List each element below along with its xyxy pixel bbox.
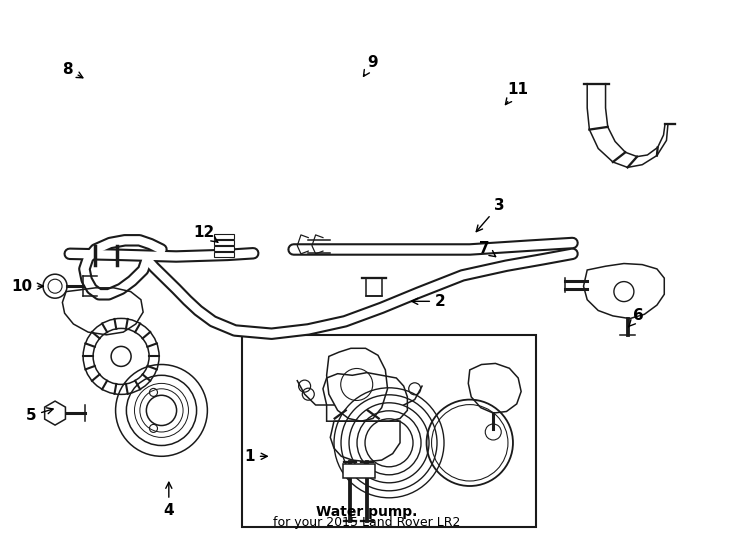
- Text: 8: 8: [62, 62, 83, 78]
- Bar: [214, 252, 234, 256]
- Text: 10: 10: [12, 279, 43, 294]
- Text: 11: 11: [506, 82, 528, 105]
- Text: Water pump.: Water pump.: [316, 505, 418, 519]
- Bar: [214, 240, 234, 245]
- Text: 4: 4: [164, 482, 174, 518]
- Text: 7: 7: [479, 241, 495, 256]
- Bar: [366, 278, 382, 296]
- Text: 3: 3: [476, 198, 504, 232]
- Text: 5: 5: [26, 408, 53, 423]
- Bar: [214, 234, 234, 239]
- Bar: [242, 335, 536, 526]
- Bar: [214, 246, 234, 251]
- Bar: [343, 464, 375, 478]
- Text: 1: 1: [244, 449, 267, 464]
- Text: 2: 2: [412, 294, 446, 309]
- Text: 9: 9: [363, 55, 378, 76]
- Text: 6: 6: [628, 308, 644, 327]
- Text: 12: 12: [194, 225, 218, 242]
- Text: for your 2015 Land Rover LR2: for your 2015 Land Rover LR2: [273, 516, 461, 529]
